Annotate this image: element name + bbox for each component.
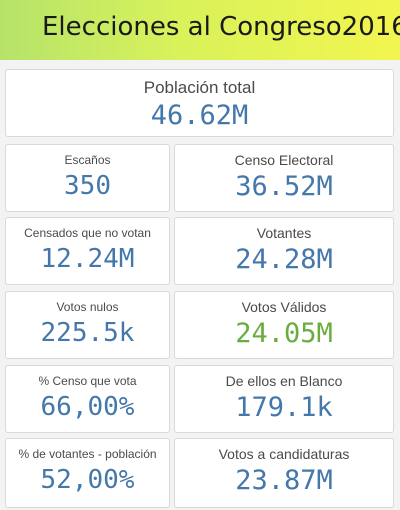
kpi-votantes[interactable]: Votantes 24.28M (174, 217, 394, 285)
kpi-label: Votos a candidaturas (218, 446, 350, 462)
kpi-value: 24.05M (235, 318, 333, 349)
kpi-label: Votos Válidos (241, 299, 327, 315)
kpi-label: Escaños (64, 153, 111, 167)
kpi-pct-votantes-poblacion[interactable]: % de votantes - población 52,00% (5, 438, 170, 508)
kpi-escanos[interactable]: Escaños 350 (5, 144, 170, 212)
kpi-value: 23.87M (235, 465, 333, 496)
kpi-votos-validos[interactable]: Votos Válidos 24.05M (174, 291, 394, 359)
kpi-label: Censo Electoral (234, 152, 334, 168)
kpi-value: 46.62M (150, 100, 249, 131)
kpi-value: 52,00% (40, 465, 135, 495)
kpi-poblacion-total[interactable]: Población total 46.62M (5, 69, 394, 137)
kpi-value: 36.52M (235, 171, 333, 202)
kpi-label: Población total (143, 78, 256, 97)
kpi-value: 350 (64, 171, 111, 201)
kpi-pct-censo-vota[interactable]: % Censo que vota 66,00% (5, 365, 170, 433)
dashboard-header: Elecciones al Congreso2016 (0, 0, 400, 60)
kpi-label: % de votantes - población (18, 447, 157, 461)
kpi-value: 225.5k (40, 318, 135, 348)
kpi-label: Censados que no votan (24, 226, 151, 240)
kpi-value: 24.28M (235, 244, 333, 275)
kpi-value: 179.1k (235, 392, 333, 423)
kpi-censados-no-votan[interactable]: Censados que no votan 12.24M (5, 217, 170, 285)
kpi-en-blanco[interactable]: De ellos en Blanco 179.1k (174, 365, 394, 433)
kpi-censo-electoral[interactable]: Censo Electoral 36.52M (174, 144, 394, 212)
kpi-label: % Censo que vota (38, 374, 137, 388)
kpi-label: Votantes (256, 225, 312, 241)
kpi-votos-candidaturas[interactable]: Votos a candidaturas 23.87M (174, 438, 394, 508)
kpi-votos-nulos[interactable]: Votos nulos 225.5k (5, 291, 170, 359)
kpi-label: De ellos en Blanco (225, 373, 343, 389)
kpi-value: 12.24M (40, 244, 135, 274)
dashboard-title: Elecciones al Congreso2016 (42, 12, 400, 42)
kpi-value: 66,00% (40, 392, 135, 422)
kpi-label: Votos nulos (56, 300, 119, 314)
